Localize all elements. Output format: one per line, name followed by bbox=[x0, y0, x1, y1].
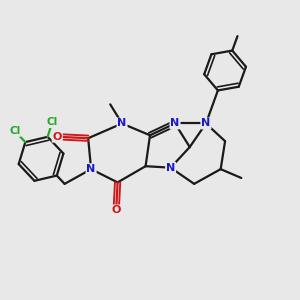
Text: O: O bbox=[112, 206, 121, 215]
Text: O: O bbox=[52, 132, 62, 142]
Text: N: N bbox=[201, 118, 211, 128]
Text: Cl: Cl bbox=[9, 126, 20, 136]
Text: N: N bbox=[166, 163, 175, 173]
Text: N: N bbox=[86, 164, 96, 174]
Text: Cl: Cl bbox=[46, 117, 58, 127]
Text: N: N bbox=[117, 118, 127, 128]
Text: N: N bbox=[170, 118, 180, 128]
